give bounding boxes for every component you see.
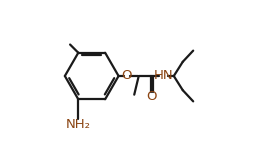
Text: HN: HN (154, 69, 173, 83)
Text: NH₂: NH₂ (66, 118, 91, 131)
Text: O: O (121, 69, 132, 83)
Text: O: O (147, 90, 157, 103)
